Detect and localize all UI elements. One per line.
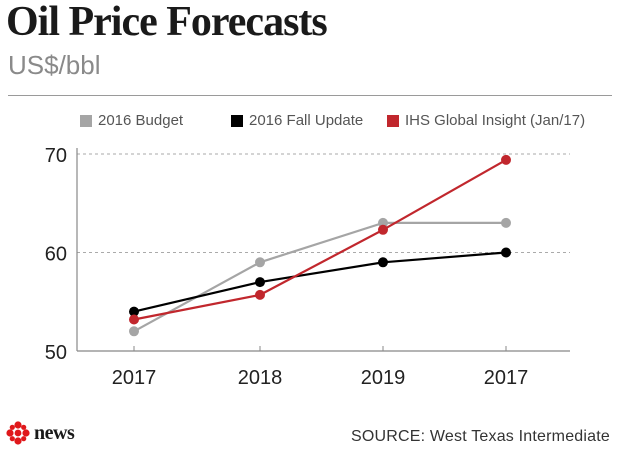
data-point-s0-0	[129, 326, 139, 337]
chart-title: Oil Price Forecasts	[6, 0, 328, 45]
legend-swatch-fall-update	[231, 114, 243, 127]
legend-label-ihs: IHS Global Insight (Jan/17)	[405, 112, 586, 129]
header-divider	[8, 95, 612, 96]
x-tick-label: 2017	[112, 367, 157, 389]
data-point-s2-0	[129, 314, 139, 325]
y-tick-label: 70	[45, 145, 67, 167]
brand-name: news	[34, 421, 75, 444]
legend-label-fall-update: 2016 Fall Update	[249, 112, 364, 129]
line-chart: 50 60 70 2017 2018 2019 2017	[45, 145, 570, 389]
source-note: SOURCE: West Texas Intermediate	[350, 428, 610, 445]
series-line-2	[133, 158, 507, 321]
x-tick-label: 2018	[238, 367, 283, 389]
legend-item-budget: 2016 Budget	[80, 112, 183, 129]
series-line-1	[133, 251, 507, 313]
data-point-s1-0	[129, 306, 139, 317]
x-tick-label: 2019	[361, 367, 406, 389]
legend-swatch-ihs	[387, 114, 399, 127]
data-point-s2-1	[255, 289, 265, 300]
legend-item-ihs: IHS Global Insight (Jan/17)	[387, 112, 585, 129]
data-point-s1-2	[378, 257, 388, 268]
y-tick-label: 60	[45, 244, 67, 266]
data-point-s2-3	[501, 154, 511, 165]
series-line-0	[133, 221, 506, 333]
y-tick-label: 50	[45, 342, 67, 364]
legend-label-budget: 2016 Budget	[98, 112, 184, 129]
brand-logo: news	[5, 420, 75, 446]
chart-legend: 2016 Budget 2016 Fall Update IHS Global …	[0, 112, 620, 132]
data-point-s1-1	[255, 277, 265, 288]
data-point-s0-1	[255, 257, 265, 268]
data-point-s0-3	[501, 217, 511, 228]
legend-swatch-budget	[80, 114, 92, 127]
cbc-gem-icon	[6, 421, 30, 445]
chart-subtitle: US$/bbl	[8, 50, 101, 80]
data-point-s1-3	[501, 247, 511, 258]
data-point-s2-2	[378, 224, 388, 235]
legend-item-fall-update: 2016 Fall Update	[231, 112, 363, 129]
data-point-s0-2	[378, 217, 388, 228]
x-tick-label: 2017	[484, 367, 529, 389]
